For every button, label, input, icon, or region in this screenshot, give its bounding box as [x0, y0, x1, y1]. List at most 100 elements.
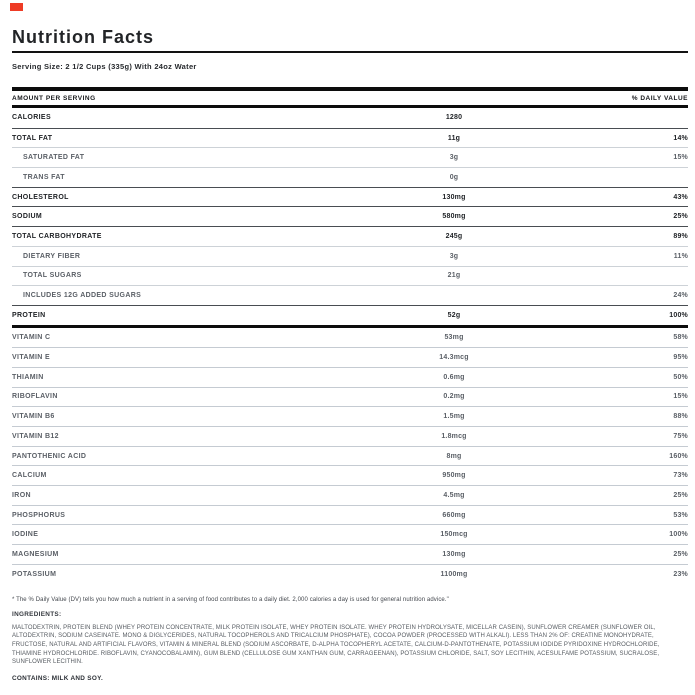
table-row: TOTAL CARBOHYDRATE 245g 89% [12, 226, 688, 246]
nutrient-amount: 4.5mg [443, 491, 465, 499]
nutrient-daily-value: 58% [673, 333, 688, 341]
nutrient-label: INCLUDES 12G ADDED SUGARS [23, 292, 142, 300]
nutrient-label: CHOLESTEROL [12, 193, 69, 201]
nutrient-amount: 0g [449, 173, 459, 181]
table-row: RIBOFLAVIN 0.2mg 15% [12, 386, 688, 407]
macronutrient-rows: CALORIES 1280 TOTAL FAT 11g 14% SATURATED FAT… [12, 108, 688, 325]
nutrient-daily-value: 100% [669, 311, 688, 319]
nutrient-amount: 1100mg [440, 570, 468, 578]
amount-per-serving-label: AMOUNT PER SERVING [12, 95, 96, 102]
nutrient-amount: 130mg [442, 193, 466, 201]
table-row: IRON 4.5mg 25% [12, 485, 688, 505]
nutrient-label: TOTAL SUGARS [23, 272, 82, 280]
nutrient-amount: 3g [449, 252, 459, 260]
table-row: CALORIES 1280 [12, 108, 688, 128]
nutrient-daily-value: 95% [673, 354, 688, 362]
nutrient-daily-value: 15% [673, 154, 688, 162]
nutrient-amount: 130mg [442, 550, 466, 558]
nutrient-label: THIAMIN [12, 373, 44, 381]
nutrient-daily-value: 89% [673, 232, 688, 240]
table-row: SODIUM 580mg 25% [12, 206, 688, 226]
table-row: CHOLESTEROL 130mg 43% [12, 186, 688, 207]
nutrient-amount: 14.3mcg [439, 354, 469, 362]
nutrient-amount: 1.8mcg [441, 432, 467, 440]
ingredients-heading: INGREDIENTS: [12, 610, 62, 618]
table-row: INCLUDES 12G ADDED SUGARS 24% [12, 285, 688, 305]
table-header: AMOUNT PER SERVING % DAILY VALUE [12, 87, 688, 108]
header-bar-top [12, 87, 688, 91]
nutrient-daily-value: 50% [673, 373, 688, 381]
nutrient-label: POTASSIUM [12, 570, 57, 578]
nutrient-label: RIBOFLAVIN [12, 393, 58, 401]
nutrient-daily-value: 14% [673, 134, 688, 142]
nutrient-label: IRON [12, 491, 31, 499]
nutrient-daily-value: 160% [669, 452, 688, 460]
nutrient-label: IODINE [12, 531, 39, 539]
nutrient-amount: 245g [445, 232, 463, 240]
table-row: MAGNESIUM 130mg 25% [12, 544, 688, 564]
nutrient-amount: 52g [447, 311, 461, 319]
table-row: VITAMIN B12 1.8mcg 75% [12, 426, 688, 446]
nutrient-label: PANTOTHENIC ACID [12, 452, 87, 460]
nutrient-label: MAGNESIUM [12, 550, 59, 558]
table-row: TOTAL SUGARS 21g [12, 265, 688, 286]
nutrient-label: DIETARY FIBER [23, 252, 81, 260]
nutrient-daily-value: 100% [669, 531, 688, 539]
nutrient-daily-value: 25% [673, 550, 688, 558]
nutrient-amount: 0.6mg [443, 373, 465, 381]
table-row: TOTAL FAT 11g 14% [12, 127, 688, 148]
nutrient-label: PROTEIN [12, 311, 46, 319]
nutrient-label: CALCIUM [12, 472, 47, 480]
nutrient-amount: 1.5mg [443, 413, 465, 421]
table-row: IODINE 150mcg 100% [12, 524, 688, 544]
daily-value-label: % DAILY VALUE [631, 95, 688, 102]
nutrient-label: TRANS FAT [23, 173, 65, 181]
table-row: DIETARY FIBER 3g 11% [12, 245, 688, 266]
allergen-statement: CONTAINS: MILK AND SOY. [12, 674, 104, 682]
nutrient-amount: 53mg [444, 333, 464, 341]
table-row: PANTOTHENIC ACID 8mg 160% [12, 445, 688, 466]
nutrient-daily-value: 23% [673, 570, 688, 578]
brand-corner-tab [10, 3, 23, 11]
nutrient-label: SATURATED FAT [23, 154, 85, 162]
ingredients-text: MALTODEXTRIN, PROTEIN BLEND (WHEY PROTEI… [12, 624, 660, 666]
table-row: CALCIUM 950mg 73% [12, 465, 688, 485]
table-row: PROTEIN 52g 100% [12, 304, 688, 325]
nutrient-label: TOTAL CARBOHYDRATE [12, 232, 102, 240]
nutrient-label: VITAMIN E [12, 354, 51, 362]
nutrient-amount: 11g [447, 134, 461, 142]
nutrient-amount: 3g [449, 154, 459, 162]
table-row: VITAMIN C 53mg 58% [12, 328, 688, 348]
nutrient-daily-value: 25% [673, 491, 688, 499]
nutrient-amount: 150mcg [440, 531, 468, 539]
nutrient-daily-value: 15% [673, 393, 688, 401]
nutrient-daily-value: 43% [673, 193, 688, 201]
nutrient-amount: 660mg [442, 511, 466, 519]
table-row: SATURATED FAT 3g 15% [12, 147, 688, 167]
nutrient-label: CALORIES [12, 114, 51, 122]
table-row: TRANS FAT 0g [12, 167, 688, 187]
nutrient-daily-value: 73% [673, 472, 688, 480]
nutrient-label: SODIUM [12, 213, 43, 221]
nutrient-amount: 580mg [442, 213, 466, 221]
nutrient-amount: 21g [447, 272, 461, 280]
table-row: POTASSIUM 1100mg 23% [12, 563, 688, 584]
nutrient-daily-value: 88% [673, 413, 688, 421]
nutrient-amount: 8mg [446, 452, 462, 460]
header-bar-bottom [12, 105, 688, 108]
micronutrient-rows: VITAMIN C 53mg 58% VITAMIN E 14.3mcg 95% THIAM… [12, 328, 688, 584]
nutrient-label: PHOSPHORUS [12, 511, 66, 519]
table-row: VITAMIN E 14.3mcg 95% [12, 347, 688, 367]
nutrient-daily-value: 11% [673, 252, 688, 260]
micronutrient-section-divider [12, 324, 688, 328]
table-row: THIAMIN 0.6mg 50% [12, 366, 688, 387]
table-row: VITAMIN B6 1.5mg 88% [12, 406, 688, 426]
table-row: PHOSPHORUS 660mg 53% [12, 504, 688, 525]
serving-size: Serving Size: 2 1/2 Cups (335g) With 24o… [12, 62, 197, 71]
nutrient-daily-value: 75% [673, 432, 688, 440]
nutrient-label: VITAMIN B12 [12, 432, 59, 440]
nutrient-daily-value: 24% [673, 292, 688, 300]
nutrient-amount: 0.2mg [443, 393, 465, 401]
nutrient-amount: 950mg [442, 472, 466, 480]
